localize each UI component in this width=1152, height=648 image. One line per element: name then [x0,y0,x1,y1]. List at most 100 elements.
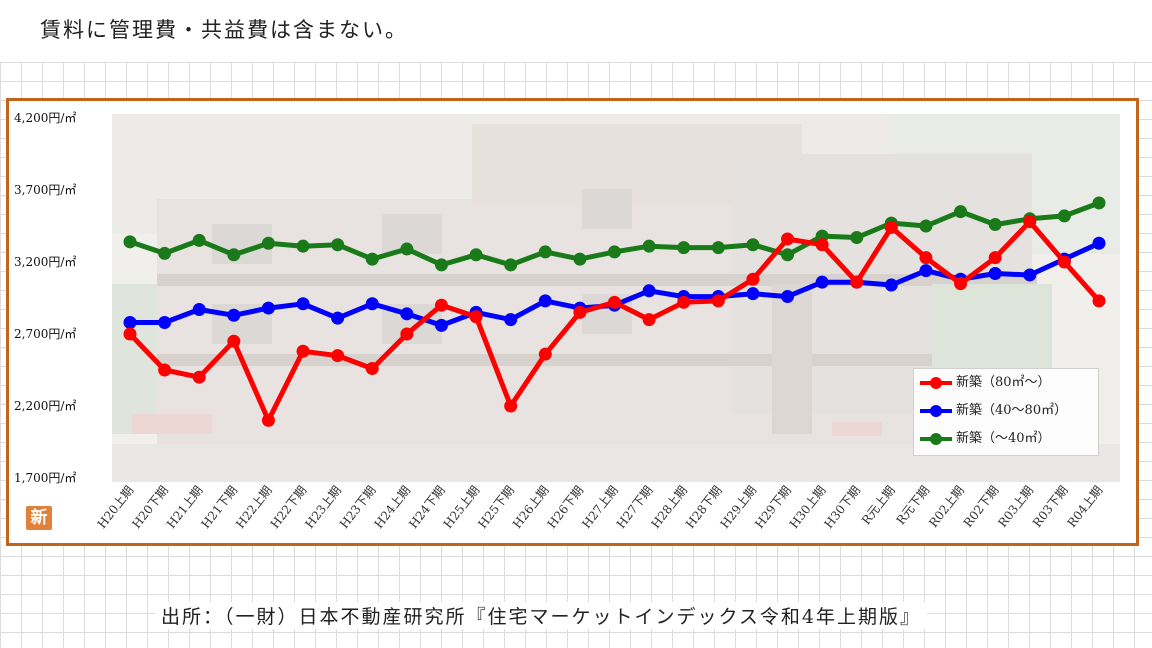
data-point [400,327,414,341]
data-point [296,297,310,311]
legend-label: 新築（40～80㎡） [956,403,1068,418]
series-2 [123,196,1106,272]
data-point [227,334,241,348]
data-point [331,238,345,252]
data-point [1092,236,1106,250]
y-tick-label: 2,200円/㎡ [14,399,76,413]
data-point [158,315,172,329]
x-tick-label: R03下期 [1030,483,1071,530]
data-point [296,239,310,253]
data-point [400,242,414,256]
chart-legend: 新築（80㎡～） 新築（40～80㎡） 新築（～40㎡） [913,368,1099,456]
data-point [261,301,275,315]
x-tick-label: H30下期 [821,483,863,531]
data-point [815,275,829,289]
y-tick-label: 3,700円/㎡ [14,183,76,197]
data-point [434,318,448,332]
x-tick-label: R03上期 [995,483,1036,530]
x-tick-label: R元上期 [859,483,898,527]
data-point [538,347,552,361]
data-point [746,287,760,301]
data-point [1023,268,1037,282]
data-point [538,245,552,259]
data-point [504,399,518,413]
data-point [123,315,137,329]
data-point [434,298,448,312]
data-point [296,344,310,358]
data-point [850,231,864,245]
data-point [919,264,933,278]
data-point [365,252,379,266]
data-point [711,241,725,255]
data-point [746,272,760,286]
data-point [261,236,275,250]
legend-swatch-red [918,372,954,394]
data-point [988,267,1002,281]
series-0 [123,215,1106,427]
y-tick-label: 4,200円/㎡ [14,111,76,125]
data-point [1057,209,1071,223]
data-point [573,305,587,319]
data-point [642,313,656,327]
data-point [573,252,587,266]
data-point [642,284,656,298]
data-point [1023,215,1037,229]
data-point [192,303,206,317]
data-point [434,258,448,272]
data-point [954,205,968,219]
legend-item-under-40: 新築（～40㎡） [918,428,1051,450]
x-axis: H20上期H20下期H21上期H21下期H22上期H22下期H23上期H23下期… [95,483,1106,531]
data-point [919,219,933,233]
y-tick-label: 1,700円/㎡ [14,471,76,485]
y-tick-label: 2,700円/㎡ [14,327,76,341]
data-point [608,245,621,259]
data-point [815,238,829,252]
data-point [884,220,898,234]
data-point [988,218,1002,232]
data-point [158,246,172,260]
data-point [919,251,933,265]
data-point [1092,196,1106,210]
data-point [954,277,968,291]
legend-swatch-green [918,428,954,450]
x-tick-label: R02下期 [961,483,1002,530]
data-point [1057,255,1071,269]
data-point [261,413,275,427]
rent-note: 賃料に管理費・共益費は含まない。 [36,14,412,44]
legend-label: 新築（80㎡～） [956,375,1051,390]
data-point [469,310,483,324]
data-point [227,248,241,262]
data-point [227,308,241,322]
data-point [781,248,795,262]
series-layer [123,196,1106,427]
legend-swatch-blue [918,400,954,422]
data-point [884,278,898,292]
legend-item-40-80: 新築（40～80㎡） [918,400,1067,422]
data-point [192,233,206,247]
data-point [850,275,864,289]
source-citation: 出所：（一財）日本不動産研究所『住宅マーケットインデックス令和4年上期版』 [155,602,928,629]
new-construction-badge: 新 [26,506,52,530]
legend-item-80-plus: 新築（80㎡～） [918,372,1051,394]
data-point [123,235,137,249]
data-point [608,295,621,309]
data-point [400,307,414,321]
data-point [781,290,795,304]
data-point [365,297,379,311]
data-point [677,295,691,309]
data-point [538,294,552,308]
data-point [123,327,137,341]
data-point [677,241,691,255]
data-point [642,239,656,253]
data-point [746,238,760,252]
data-point [711,294,725,308]
legend-label: 新築（～40㎡） [956,431,1051,446]
data-point [331,311,345,325]
data-point [469,248,483,262]
data-point [988,251,1002,265]
data-point [192,370,206,384]
data-point [1092,294,1106,308]
data-point [781,232,795,246]
x-tick-label: R04上期 [1065,483,1106,530]
